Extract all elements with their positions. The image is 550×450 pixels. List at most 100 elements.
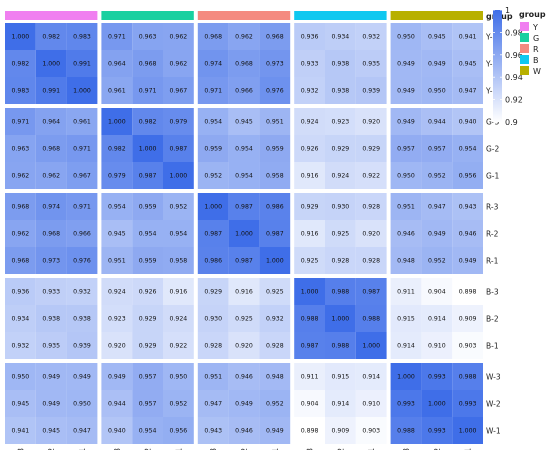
- group-bar-R: [197, 11, 291, 20]
- heatmap-cell: [5, 108, 36, 135]
- heatmap-cell: [421, 77, 453, 104]
- heatmap-cell: [325, 332, 356, 359]
- heatmap-cell: [132, 332, 163, 359]
- heatmap-cell: [101, 220, 133, 247]
- heatmap-cell: [163, 50, 194, 77]
- row-label: R-2: [486, 230, 499, 239]
- cell-value-label: 0.943: [459, 204, 477, 211]
- heatmap-cell: [325, 417, 356, 444]
- cell-value-label: 0.949: [42, 401, 60, 408]
- legend-swatch-G: [520, 33, 529, 42]
- heatmap-cell: [101, 77, 133, 104]
- heatmap-cell: [294, 193, 325, 220]
- cell-value-label: 0.950: [73, 401, 91, 408]
- column-label: G-3: [113, 448, 122, 450]
- cell-value-label: 0.993: [397, 401, 415, 408]
- cell-value-label: 0.928: [266, 343, 284, 350]
- heatmap-cell: [259, 23, 291, 50]
- cell-value-label: 0.962: [12, 173, 30, 180]
- column-label: G-1: [174, 448, 183, 450]
- heatmap-cell: [101, 278, 133, 305]
- row-label: G-1: [486, 172, 500, 181]
- cell-value-label: 0.943: [204, 428, 222, 435]
- cell-value-label: 0.911: [397, 289, 415, 296]
- heatmap-cell: [355, 417, 387, 444]
- cell-value-label: 0.935: [362, 61, 380, 68]
- heatmap-cell: [421, 363, 453, 390]
- cell-value-label: 0.968: [12, 258, 30, 265]
- heatmap-cell: [355, 108, 387, 135]
- heatmap-cell: [355, 193, 387, 220]
- heatmap-cell: [259, 363, 291, 390]
- cell-value-label: 0.923: [332, 119, 350, 126]
- cell-value-label: 0.904: [428, 289, 446, 296]
- legend-title: group: [519, 10, 546, 19]
- row-label: W-1: [486, 427, 501, 436]
- heatmap-cell: [294, 278, 325, 305]
- cell-value-label: 0.945: [428, 34, 446, 41]
- legend-swatch-R: [520, 44, 529, 53]
- heatmap-cell: [390, 278, 422, 305]
- heatmap-cell: [197, 77, 229, 104]
- cell-value-label: 0.946: [397, 231, 415, 238]
- cell-value-label: 0.967: [73, 173, 91, 180]
- heatmap-cell: [294, 332, 325, 359]
- heatmap-cell: [390, 23, 422, 50]
- heatmap-cell: [228, 332, 260, 359]
- cell-value-label: 0.933: [42, 289, 60, 296]
- cell-value-label: 0.940: [108, 428, 126, 435]
- cell-value-label: 0.954: [235, 173, 253, 180]
- cell-value-label: 0.982: [12, 61, 30, 68]
- heatmap-cell: [163, 23, 194, 50]
- heatmap-cell: [5, 135, 36, 162]
- cell-value-label: 0.988: [301, 316, 319, 323]
- cell-value-label: 0.938: [332, 61, 350, 68]
- cell-value-label: 0.922: [362, 173, 380, 180]
- colorbar-gradient: [493, 10, 502, 122]
- heatmap-cell: [66, 247, 98, 274]
- legend-swatch-Y: [520, 22, 529, 31]
- cell-value-label: 1.000: [397, 374, 415, 381]
- cell-value-label: 0.909: [459, 316, 477, 323]
- cell-value-label: 0.971: [12, 119, 30, 126]
- heatmap-cell: [197, 363, 229, 390]
- cell-value-label: 0.903: [362, 428, 380, 435]
- heatmap-cell: [228, 390, 260, 417]
- heatmap-cell: [5, 50, 36, 77]
- cell-value-label: 0.971: [73, 146, 91, 153]
- cell-value-label: 0.951: [266, 119, 284, 126]
- heatmap-cell: [325, 247, 356, 274]
- heatmap-cell: [101, 305, 133, 332]
- cell-value-label: 0.964: [42, 119, 60, 126]
- cell-value-label: 0.959: [139, 258, 157, 265]
- heatmap-cell: [421, 332, 453, 359]
- group-bar-B: [294, 11, 387, 20]
- heatmap-cell: [197, 50, 229, 77]
- cell-value-label: 0.968: [42, 146, 60, 153]
- heatmap-cell: [197, 247, 229, 274]
- cell-value-label: 0.987: [170, 146, 188, 153]
- heatmap-cell: [163, 247, 194, 274]
- cell-value-label: 1.000: [204, 204, 222, 211]
- heatmap-cell: [101, 108, 133, 135]
- row-label: G-3: [486, 118, 500, 127]
- cell-value-label: 0.987: [235, 258, 253, 265]
- heatmap-cell: [132, 50, 163, 77]
- heatmap-cell: [197, 23, 229, 50]
- heatmap-cell: [355, 390, 387, 417]
- heatmap-cell: [228, 278, 260, 305]
- cell-value-label: 0.952: [266, 401, 284, 408]
- cell-value-label: 0.956: [170, 428, 188, 435]
- cell-value-label: 1.000: [332, 316, 350, 323]
- cell-value-label: 0.957: [139, 374, 157, 381]
- cell-value-label: 1.000: [362, 343, 380, 350]
- cell-value-label: 0.932: [362, 34, 380, 41]
- colorbar-tick-label: 0.98: [505, 28, 523, 37]
- row-label: W-3: [486, 373, 501, 382]
- heatmap-cell: [5, 77, 36, 104]
- heatmap-cell: [259, 247, 291, 274]
- row-label: B-1: [486, 342, 499, 351]
- cell-value-label: 0.966: [73, 231, 91, 238]
- heatmap-cell: [35, 305, 67, 332]
